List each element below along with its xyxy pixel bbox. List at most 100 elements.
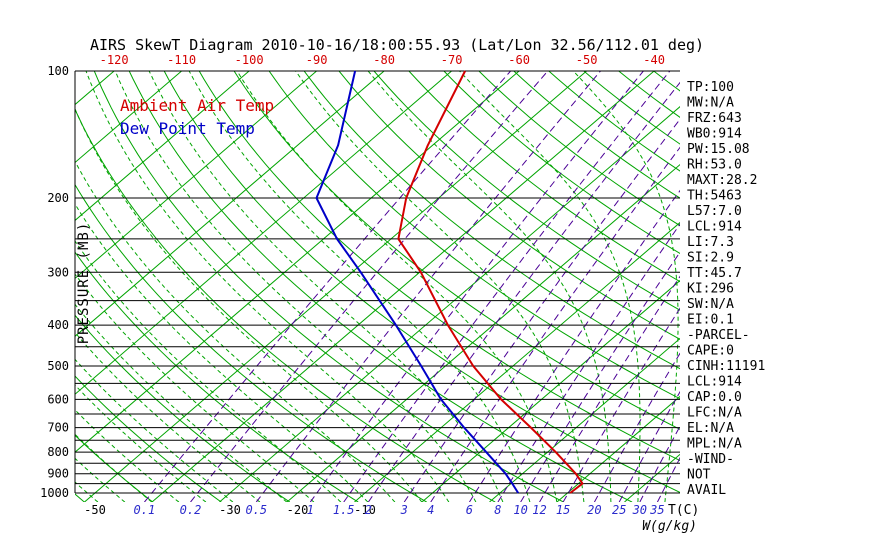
index-stat: MW:N/A xyxy=(687,96,734,111)
moist-adiabat-line xyxy=(572,71,679,502)
index-stat: NOT xyxy=(687,468,711,483)
mixing-ratio-line xyxy=(255,71,601,502)
mixing-ratio-tick-label: 6 xyxy=(466,503,473,517)
mixing-ratio-tick-label: 10 xyxy=(513,503,527,517)
dry-adiabat-line xyxy=(548,71,680,172)
index-stat: CINH:11191 xyxy=(687,359,765,374)
mixing-ratio-line xyxy=(144,71,511,502)
isobar-group xyxy=(74,70,680,494)
pressure-tick-label: 300 xyxy=(47,265,69,279)
moist-adiabat-line xyxy=(188,71,531,502)
mixing-axis-label: W(g/kg) xyxy=(642,519,697,534)
indices-panel: TP:100MW:N/AFRZ:643WB0:914PW:15.08RH:53.… xyxy=(687,80,765,498)
isotherm-line xyxy=(624,453,680,502)
index-stat: MAXT:28.2 xyxy=(687,173,757,188)
top-temp-tick-label: -100 xyxy=(235,53,264,67)
mixing-ratio-tick-label: 25 xyxy=(612,503,626,517)
moist-adiabat-line xyxy=(75,273,315,502)
legend-dewpoint-label: Dew Point Temp xyxy=(120,119,255,138)
index-stat: MPL:N/A xyxy=(687,437,742,452)
ambient-temp-curve xyxy=(397,70,584,494)
isotherm-line xyxy=(219,106,680,502)
mixing-ratio-lines xyxy=(144,71,680,502)
dry-adiabat-line xyxy=(268,71,680,400)
index-stat: RH:53.0 xyxy=(687,158,742,173)
moist-adiabat-line xyxy=(459,71,641,502)
dry-adiabat-lines xyxy=(75,71,680,502)
moist-adiabat-line xyxy=(75,107,423,502)
top-temp-tick-label: -80 xyxy=(373,53,395,67)
dry-adiabat-line xyxy=(75,314,291,502)
pressure-tick-label: 400 xyxy=(47,318,69,332)
mixing-ratio-tick-label: 1.5 xyxy=(333,503,355,517)
moist-adiabat-line xyxy=(236,71,558,502)
index-stat: LI:7.3 xyxy=(687,235,734,250)
mixing-ratio-line xyxy=(520,251,680,502)
mixing-ratio-line xyxy=(367,81,680,502)
mixing-ratio-tick-label: 35 xyxy=(649,503,664,517)
mixing-ratio-tick-label: 30 xyxy=(632,503,647,517)
pressure-tick-label: 500 xyxy=(47,359,69,373)
background-grid xyxy=(0,71,680,502)
pressure-tick-label: 900 xyxy=(47,467,69,481)
isotherm-line xyxy=(75,71,317,280)
mixing-ratio-tick-label: 2 xyxy=(365,503,372,517)
dry-adiabat-line xyxy=(75,108,496,502)
isotherm-line xyxy=(0,71,47,502)
top-temp-tick-label: -120 xyxy=(100,53,129,67)
index-stat: CAPE:0 xyxy=(687,344,734,359)
mixing-ratio-tick-label: 4 xyxy=(427,503,434,517)
index-stat: -PARCEL- xyxy=(687,328,750,343)
top-temp-tick-label: -110 xyxy=(167,53,196,67)
index-stat: EI:0.1 xyxy=(687,313,734,328)
index-stat: LFC:N/A xyxy=(687,406,742,421)
index-stat: L57:7.0 xyxy=(687,204,742,219)
dry-adiabat-line xyxy=(338,71,680,340)
isotherm-line xyxy=(75,71,520,453)
mixing-ratio-line xyxy=(639,425,680,502)
index-stat: LCL:914 xyxy=(687,220,742,235)
isotherm-line xyxy=(354,221,680,502)
moist-adiabat-line xyxy=(114,71,477,502)
dry-adiabat-line xyxy=(233,71,680,430)
dry-adiabat-line xyxy=(303,71,680,370)
dry-adiabat-line xyxy=(478,71,680,227)
mixing-ratio-line xyxy=(309,71,644,502)
axis-tick-labels: -120 -110 -100 -90 -80 -70 -60 -50 -40 100 200 300 4… xyxy=(40,53,665,517)
dry-adiabat-line xyxy=(75,251,359,502)
top-temp-tick-label: -90 xyxy=(306,53,328,67)
isotherm-line xyxy=(489,337,680,502)
dry-adiabat-line xyxy=(75,375,222,502)
mixing-ratio-line xyxy=(468,189,680,502)
index-stat: -WIND- xyxy=(687,452,734,467)
moist-adiabat-line xyxy=(75,303,288,502)
pressure-tick-label: 700 xyxy=(47,421,69,435)
mixing-ratio-tick-label: 8 xyxy=(494,503,501,517)
index-stat: KI:296 xyxy=(687,282,734,297)
index-stat: EL:N/A xyxy=(687,421,734,436)
mixing-ratio-tick-label: 15 xyxy=(556,503,570,517)
index-stat: PW:15.08 xyxy=(687,142,750,157)
moist-adiabat-line xyxy=(75,331,261,502)
mixing-ratio-line xyxy=(562,307,680,502)
dry-adiabat-line xyxy=(198,71,680,462)
pressure-axis-label: PRESSURE (MB) xyxy=(76,222,92,345)
legend-ambient-label: Ambient Air Temp xyxy=(120,96,274,115)
dry-adiabat-line xyxy=(163,71,680,493)
moist-adiabat-lines xyxy=(75,71,679,502)
isotherm-line xyxy=(151,71,655,502)
top-temp-tick-label: -40 xyxy=(643,53,665,67)
top-temp-tick-label: -50 xyxy=(576,53,598,67)
isotherm-line xyxy=(286,163,680,502)
bottom-temp-tick-label: -50 xyxy=(84,503,106,517)
mixing-ratio-tick-label: 1 xyxy=(307,503,314,517)
mixing-ratio-line xyxy=(539,275,680,502)
chart-title: AIRS SkewT Diagram 2010-10-16/18:00:55.9… xyxy=(90,36,704,54)
index-stat: WB0:914 xyxy=(687,127,742,142)
dry-adiabat-line xyxy=(128,71,633,502)
isotherm-line xyxy=(75,71,385,337)
dry-adiabat-line xyxy=(75,493,85,502)
dry-adiabat-line xyxy=(443,71,680,255)
